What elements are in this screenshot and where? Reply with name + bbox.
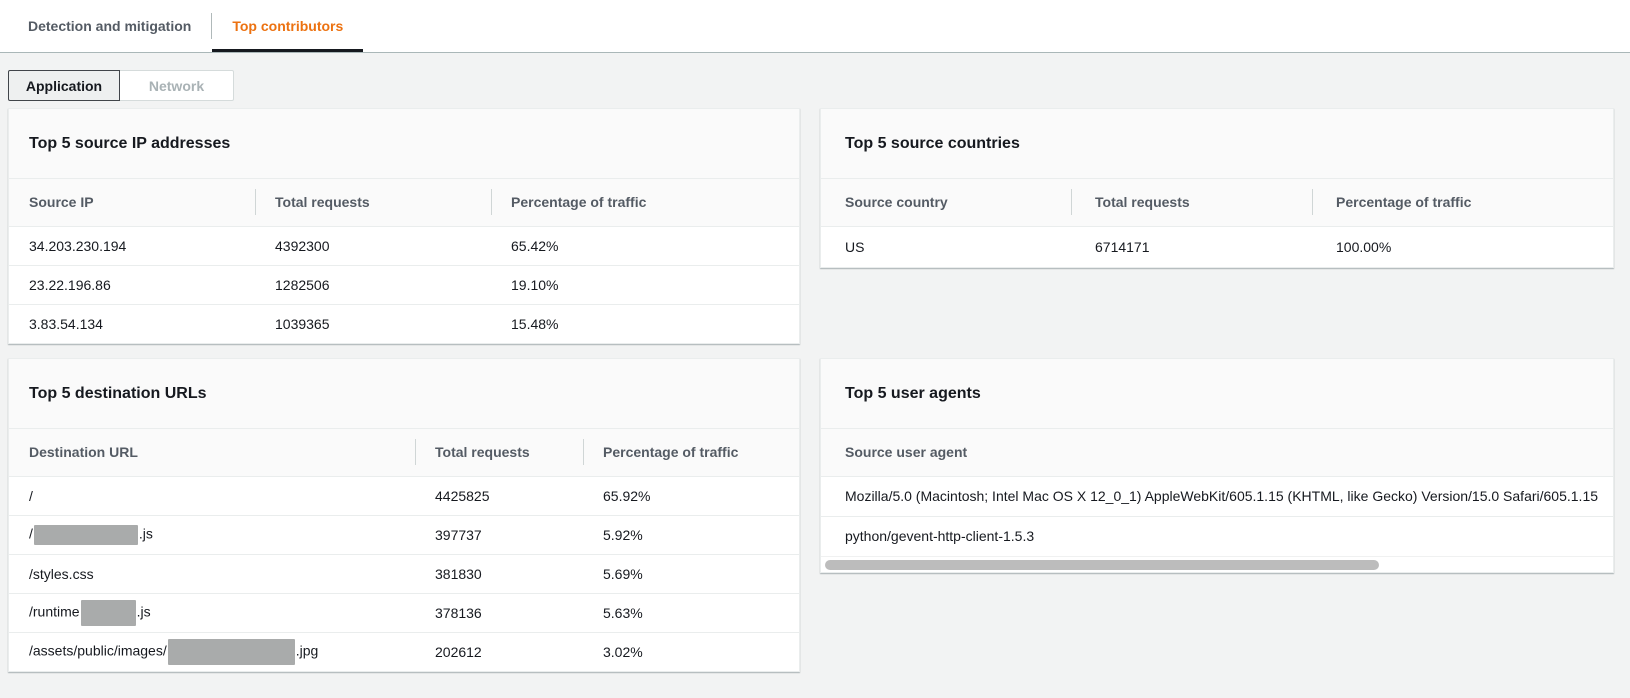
table-cell: 4392300 — [275, 237, 330, 254]
network-toggle-button[interactable]: Network — [119, 70, 234, 101]
cell-text: .js — [138, 525, 153, 542]
table-cell: 34.203.230.194 — [29, 237, 127, 254]
cell-text: .jpg — [295, 642, 319, 659]
view-toggle: Application Network — [8, 70, 234, 101]
table-header-row: Source user agent — [821, 429, 1613, 477]
table-row: /runtime .js 378136 5.63% — [9, 592, 799, 632]
table-cell: 5.69% — [583, 553, 799, 593]
column-header: Percentage of traffic — [1312, 179, 1613, 227]
table-cell: 6714171 — [1095, 238, 1150, 255]
cell-text: /runtime — [29, 603, 80, 620]
source-ips-table: Source IP Total requests Percentage of tra… — [9, 179, 799, 343]
table-cell: 381830 — [415, 553, 583, 593]
redacted-text-block — [80, 599, 136, 626]
application-toggle-button[interactable]: Application — [8, 70, 120, 101]
panel-top-source-countries: Top 5 source countries Source country Tot… — [820, 108, 1614, 268]
table-cell: 100.00% — [1336, 238, 1392, 255]
column-header: Source country — [821, 179, 1071, 227]
cell-text: /assets/public/images/ — [29, 642, 167, 659]
panel-top-destination-urls: Top 5 destination URLs Destination URL To… — [8, 358, 800, 672]
table-cell: 202612 — [415, 631, 583, 671]
column-header: Total requests — [255, 179, 491, 227]
table-cell: 65.92% — [603, 487, 651, 504]
tab-detection-and-mitigation[interactable]: Detection and mitigation — [8, 0, 211, 52]
tab-label: Top contributors — [232, 18, 344, 34]
cell-text: / — [29, 525, 33, 542]
column-header: Total requests — [1071, 179, 1312, 227]
table-cell: 397737 — [415, 514, 583, 554]
column-header: Percentage of traffic — [491, 179, 799, 227]
table-cell: 3.83.54.134 — [9, 303, 255, 343]
panel-title: Top 5 source IP addresses — [9, 109, 799, 179]
horizontal-scrollbar[interactable] — [821, 556, 1613, 572]
table-cell: 23.22.196.86 — [9, 264, 255, 304]
table-cell: 19.10% — [491, 264, 799, 304]
tab-bar: Detection and mitigation Top contributor… — [0, 0, 1630, 53]
column-header: Total requests — [415, 429, 583, 477]
panel-title: Top 5 destination URLs — [9, 359, 799, 429]
user-agents-table: Source user agent Mozilla/5.0 (Macintosh;… — [821, 429, 1613, 556]
tab-top-contributors[interactable]: Top contributors — [212, 0, 364, 52]
table-row: python/gevent-http-client-1.5.3 — [821, 515, 1613, 556]
redacted-text-block — [33, 524, 138, 545]
panel-title: Top 5 source countries — [821, 109, 1613, 179]
table-row: 34.203.230.194 4392300 65.42% — [9, 226, 799, 265]
table-cell: 5.63% — [583, 592, 799, 632]
table-cell: / .js — [9, 514, 415, 554]
source-countries-table: Source country Total requests Percentage o… — [821, 179, 1613, 267]
table-cell: Mozilla/5.0 (Macintosh; Intel Mac OS X 1… — [845, 488, 1599, 504]
table-cell: / — [29, 487, 33, 504]
redacted-text-block — [167, 638, 295, 665]
column-header: Source user agent — [821, 429, 1613, 477]
panel-top-source-ip-addresses: Top 5 source IP addresses Source IP Total… — [8, 108, 800, 344]
table-cell: 15.48% — [491, 303, 799, 343]
column-header: Percentage of traffic — [583, 429, 799, 477]
table-cell: /styles.css — [9, 553, 415, 593]
table-row: / 4425825 65.92% — [9, 476, 799, 515]
table-cell: US — [845, 238, 865, 255]
table-row: 3.83.54.134 1039365 15.48% — [9, 303, 799, 343]
table-cell: /assets/public/images/ .jpg — [9, 631, 415, 671]
table-row: /styles.css 381830 5.69% — [9, 553, 799, 593]
table-cell: 1039365 — [255, 303, 491, 343]
table-row: /assets/public/images/ .jpg 202612 3.02% — [9, 631, 799, 671]
table-row: US 6714171 100.00% — [821, 226, 1613, 267]
table-cell: 4425825 — [435, 487, 490, 504]
table-cell: 3.02% — [583, 631, 799, 671]
table-cell: 378136 — [415, 592, 583, 632]
column-header: Source IP — [9, 179, 255, 227]
column-header: Destination URL — [9, 429, 415, 477]
table-cell: python/gevent-http-client-1.5.3 — [821, 515, 1613, 556]
table-cell: 65.42% — [511, 237, 559, 254]
cell-text: .js — [136, 603, 151, 620]
destination-urls-table: Destination URL Total requests Percentage … — [9, 429, 799, 671]
table-header-row: Destination URL Total requests Percentage … — [9, 429, 799, 477]
tab-divider — [211, 13, 213, 39]
table-cell: /runtime .js — [9, 592, 415, 632]
table-cell: 1282506 — [255, 264, 491, 304]
table-row: Mozilla/5.0 (Macintosh; Intel Mac OS X 1… — [821, 476, 1613, 516]
tab-label: Detection and mitigation — [28, 18, 192, 34]
table-row: 23.22.196.86 1282506 19.10% — [9, 264, 799, 304]
scrollbar-thumb[interactable] — [825, 560, 1379, 570]
table-header-row: Source IP Total requests Percentage of tra… — [9, 179, 799, 227]
table-row: / .js 397737 5.92% — [9, 514, 799, 554]
table-cell: 5.92% — [583, 514, 799, 554]
panel-top-user-agents: Top 5 user agents Source user agent Mozil… — [820, 358, 1614, 573]
panel-title: Top 5 user agents — [821, 359, 1613, 429]
table-header-row: Source country Total requests Percentage o… — [821, 179, 1613, 227]
